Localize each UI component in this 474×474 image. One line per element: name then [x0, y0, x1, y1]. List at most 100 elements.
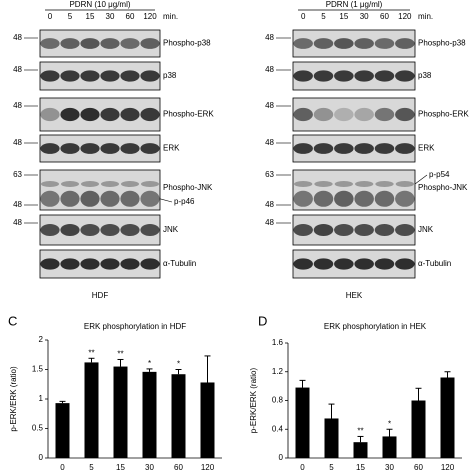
row-label: JNK — [163, 225, 179, 234]
blot-band — [40, 258, 60, 270]
blot-band — [334, 181, 353, 187]
time-label: 30 — [360, 12, 369, 21]
bar — [411, 400, 426, 458]
row-label: Phospho-JNK — [418, 183, 468, 192]
blot-band — [354, 70, 374, 82]
marker-label: 63 — [265, 170, 274, 179]
blot-band — [140, 107, 160, 122]
y-tick-label: 0.4 — [272, 424, 284, 433]
x-tick-label: 60 — [174, 463, 183, 472]
cell-label: HEK — [346, 291, 363, 300]
blot-band — [81, 181, 99, 187]
bar — [295, 387, 310, 458]
blot-band — [293, 70, 313, 82]
y-axis-label: p-ERK/ERK (ratio) — [9, 366, 18, 432]
time-label: 5 — [321, 12, 326, 21]
y-tick-label: 0.8 — [272, 396, 284, 405]
blot-band — [293, 224, 313, 236]
bar — [440, 377, 455, 458]
blot-band — [374, 70, 395, 82]
row-label: Phospho-ERK — [418, 110, 469, 119]
marker-label: 48 — [265, 200, 274, 209]
y-tick-label: 1.6 — [272, 338, 284, 347]
blot-background — [39, 214, 161, 246]
blot-band — [140, 70, 160, 82]
blot-band — [374, 107, 395, 122]
blot-background — [39, 61, 161, 91]
blot-band — [60, 38, 80, 49]
panel-letter: D — [258, 313, 267, 328]
bar — [353, 442, 368, 458]
time-unit: min. — [418, 12, 433, 21]
bar — [171, 374, 186, 458]
blot-background — [39, 249, 161, 279]
row-label: ERK — [418, 144, 435, 153]
x-tick-label: 5 — [89, 463, 94, 472]
bar — [142, 371, 157, 458]
y-tick-label: 1.2 — [272, 367, 284, 376]
blot-band — [334, 107, 354, 122]
blot-background — [292, 134, 416, 163]
x-tick-label: 15 — [356, 463, 365, 472]
blot-background — [292, 29, 416, 58]
blot-band — [40, 107, 60, 122]
blot-background — [292, 97, 416, 132]
chart-title: ERK phosphorylation in HEK — [324, 322, 427, 331]
blot-band — [100, 258, 120, 270]
significance-label: ** — [117, 350, 123, 359]
x-tick-label: 30 — [145, 463, 154, 472]
blot-band — [120, 143, 140, 154]
blot-band — [313, 107, 334, 122]
x-tick-label: 5 — [329, 463, 334, 472]
marker-label: 48 — [13, 65, 22, 74]
blot-background — [292, 249, 416, 279]
sublabel-tick — [414, 174, 428, 185]
blot-band — [313, 70, 334, 82]
blot-header: PDRN (10 μg/ml) — [69, 0, 130, 9]
blot-band — [41, 181, 59, 187]
blot-band — [334, 38, 354, 49]
blot-band — [314, 181, 333, 187]
significance-label: * — [148, 359, 151, 368]
blot-band — [80, 224, 100, 236]
row-label: Phospho-ERK — [163, 110, 214, 119]
row-label: α-Tubulin — [418, 259, 451, 268]
marker-label: 48 — [265, 33, 274, 42]
marker-label: 48 — [265, 65, 274, 74]
blot-band — [140, 190, 160, 207]
blot-band — [293, 38, 313, 49]
blot-background — [39, 97, 161, 132]
blot-band — [40, 224, 60, 236]
blot-band — [100, 224, 120, 236]
marker-label: 48 — [265, 101, 274, 110]
x-tick-label: 0 — [60, 463, 65, 472]
x-tick-label: 120 — [201, 463, 215, 472]
row-label: Phospho-p38 — [418, 39, 466, 48]
marker-label: 48 — [13, 138, 22, 147]
blot-band — [141, 181, 159, 187]
blot-band — [60, 258, 80, 270]
y-tick-label: 0.5 — [32, 424, 44, 433]
blot-band — [293, 143, 313, 154]
blot-band — [80, 258, 100, 270]
y-tick-label: 2 — [39, 335, 44, 344]
blot-band — [395, 143, 415, 154]
blot-band — [374, 190, 395, 207]
blot-band — [395, 70, 415, 82]
blot-band — [395, 107, 415, 122]
blot-band — [100, 107, 120, 122]
blot-band — [294, 181, 313, 187]
time-label: 60 — [380, 12, 389, 21]
blot-band — [293, 190, 313, 207]
time-label: 0 — [301, 12, 306, 21]
blot-band — [120, 107, 140, 122]
blot-band — [140, 38, 160, 49]
marker-label: 63 — [13, 170, 22, 179]
row-sublabel: p-p46 — [174, 197, 195, 206]
bar — [200, 382, 215, 458]
blot-band — [374, 38, 395, 49]
significance-label: * — [177, 360, 180, 369]
blot-band — [120, 190, 140, 207]
time-label: 15 — [339, 12, 348, 21]
blot-band — [354, 107, 374, 122]
